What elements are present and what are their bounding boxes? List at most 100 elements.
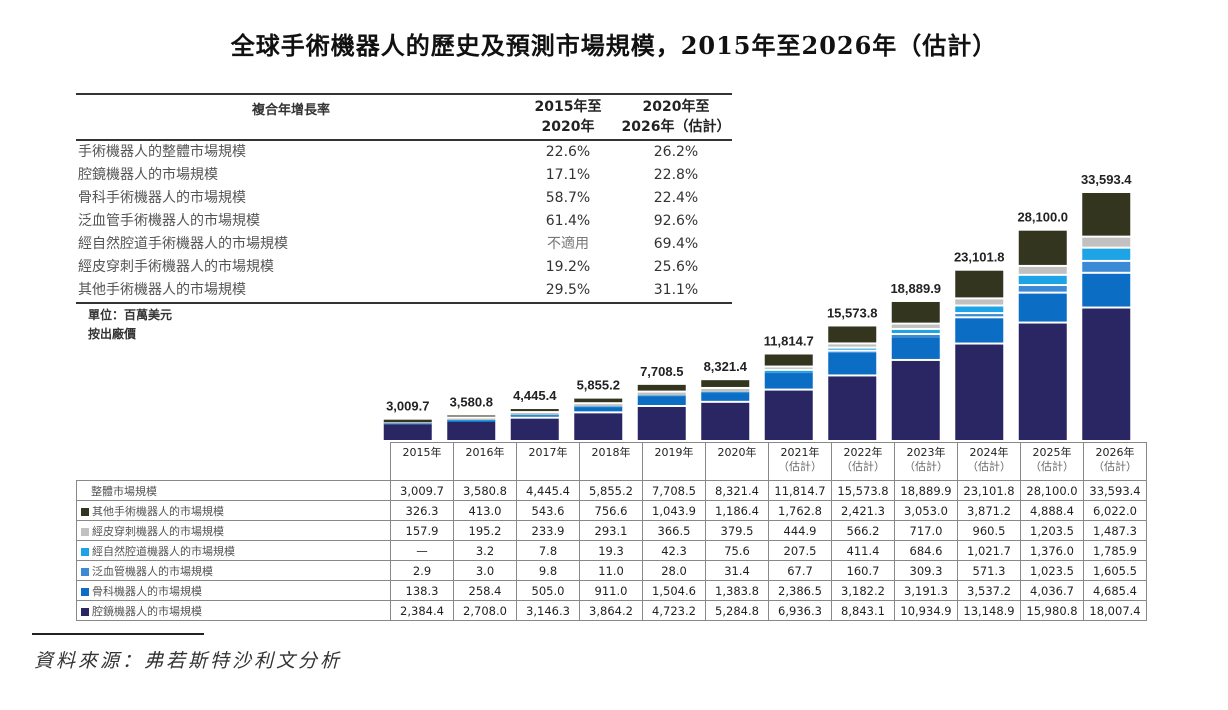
bar-segment [1082,273,1131,307]
cagr-row-label: 手術機器人的整體市場規模 [78,144,246,160]
estimate-note: （估計） [904,460,948,473]
table-cell: 4,036.7 [1020,580,1084,601]
table-cell: 1,186.4 [705,500,769,521]
cagr-table: 複合年增長率 2015年至 2020年 2020年至 2026年（估計） 手術機… [76,93,732,304]
bar-segment [955,270,1004,298]
bar-segment [1018,230,1067,265]
bar-segment [447,415,496,417]
table-cell: 31.4 [705,560,769,581]
table-cell: 75.6 [705,540,769,561]
table-cell: 138.3 [390,580,454,601]
table-row: 骨科機器人的市場規模 138.3 258.4 505.0 911.0 1,504.6 1,3… [76,580,1147,601]
table-cell: 379.5 [705,520,769,541]
table-cell: 23,101.8 [957,480,1021,501]
table-cell: 207.5 [768,540,832,561]
cagr-value-2015-2020: 不適用 [547,236,589,252]
legend-label: 泛血管機器人的市場規模 [92,564,213,578]
bar-segment [447,420,496,422]
table-year-header: 2016年 [453,442,517,481]
data-table: 2015年 2016年 2017年 2018年 2019年 2020年 2021年 （估計） 2… [76,442,1147,621]
bar-segment [1018,323,1067,440]
cagr-row: 經皮穿刺手術機器人的市場規模 19.2% 25.6% [76,256,732,279]
cagr-value-2020-2026: 92.6% [653,213,699,229]
legend-swatch-icon [81,527,89,536]
year-label: 2019年 [654,446,694,459]
bar-total-label: 33,593.4 [1081,172,1132,187]
bar-segment [828,351,877,353]
bar-total-label: 8,321.4 [704,359,748,374]
table-cell: 33,593.4 [1083,480,1147,501]
table-header-blank [76,442,391,481]
table-year-header: 2023年 （估計） [894,442,958,481]
table-row: 整體市場規模 3,009.7 3,580.8 4,445.4 5,855.2 7,708.… [76,480,1147,501]
bar-segment [574,406,623,412]
bar-segment [701,392,750,394]
table-cell: 4,888.4 [1020,500,1084,521]
year-label: 2020年 [717,446,757,459]
bar-segment [955,344,1004,440]
bar-segment [383,423,432,425]
table-cell: 8,843.1 [831,600,895,621]
table-cell: 3,871.2 [957,500,1021,521]
table-cell: 6,022.0 [1083,500,1147,521]
bar-segment [764,354,813,366]
table-cell: 6,936.3 [768,600,832,621]
table-cell: 413.0 [453,500,517,521]
bar-segment [891,337,940,359]
chart-title: 全球手術機器人的歷史及預測市場規模，2015年至2026年（估計） [230,31,998,60]
table-cell: 505.0 [516,580,580,601]
legend-swatch-icon [81,587,89,596]
year-label: 2023年 [906,446,946,459]
price-basis-label: 按出廠價 [88,327,137,341]
table-cell: 4,445.4 [516,480,580,501]
table-cell: 258.4 [453,580,517,601]
cagr-row: 其他手術機器人的市場規模 29.5% 31.1% [76,279,732,302]
table-cell: 18,889.9 [894,480,958,501]
bar-segment [510,418,559,440]
table-row-label: 骨科機器人的市場規模 [76,580,391,601]
bar-segment [1018,275,1067,285]
bar-segment [701,402,750,440]
table-cell: 195.2 [453,520,517,541]
table-cell: 543.6 [516,500,580,521]
table-year-header: 2020年 [705,442,769,481]
table-cell: 19.3 [579,540,643,561]
bar-segment [637,395,686,405]
bar-segment [955,314,1004,317]
table-row: 經自然腔道機器人的市場規模 —3.2 7.8 19.3 42.3 75.6 207.5 411… [76,540,1147,561]
bar-segment [1018,293,1067,322]
table-cell: 684.6 [894,540,958,561]
bar-segment [637,392,686,396]
table-cell: 157.9 [390,520,454,541]
table-cell: 11.0 [579,560,643,581]
bar-segment [828,348,877,350]
table-row-label: 經皮穿刺機器人的市場規模 [76,520,391,541]
cagr-row-label: 經皮穿刺手術機器人的市場規模 [78,259,274,275]
legend-label: 骨科機器人的市場規模 [92,584,202,598]
bar-segment [574,406,623,408]
table-cell: 3,053.0 [894,500,958,521]
bar-total-label: 11,814.7 [764,333,814,348]
cagr-value-2015-2020: 58.7% [545,190,591,206]
table-row: 其他手術機器人的市場規模 326.3 413.0 543.6 756.6 1,043.9 1… [76,500,1147,521]
table-cell: 3,182.2 [831,580,895,601]
cagr-value-2015-2020: 61.4% [545,213,591,229]
legend-label: 其他手術機器人的市場規模 [92,504,224,518]
table-cell: 411.4 [831,540,895,561]
bar-segment [764,367,813,369]
bar-segment [764,372,813,374]
bar-total-label: 3,009.7 [386,399,429,414]
bar-total-label: 15,573.8 [827,305,878,320]
legend-label: 經皮穿刺機器人的市場規模 [92,524,224,538]
table-row: 泛血管機器人的市場規模 2.9 3.0 9.8 11.0 28.0 31.4 67.7 160.… [76,560,1147,581]
cagr-row: 骨科手術機器人的市場規模 58.7% 22.4% [76,187,732,210]
cagr-value-2020-2026: 22.8% [653,167,699,183]
table-cell: 2,384.4 [390,600,454,621]
year-label: 2015年 [402,446,442,459]
cagr-row: 腔鏡機器人的市場規模 17.1% 22.8% [76,164,732,187]
cagr-value-2020-2026: 25.6% [653,259,699,275]
table-cell: 309.3 [894,560,958,581]
table-cell: 960.5 [957,520,1021,541]
bar-segment [447,419,496,421]
cagr-header-period-1: 2015年至 2020年 [513,97,623,137]
